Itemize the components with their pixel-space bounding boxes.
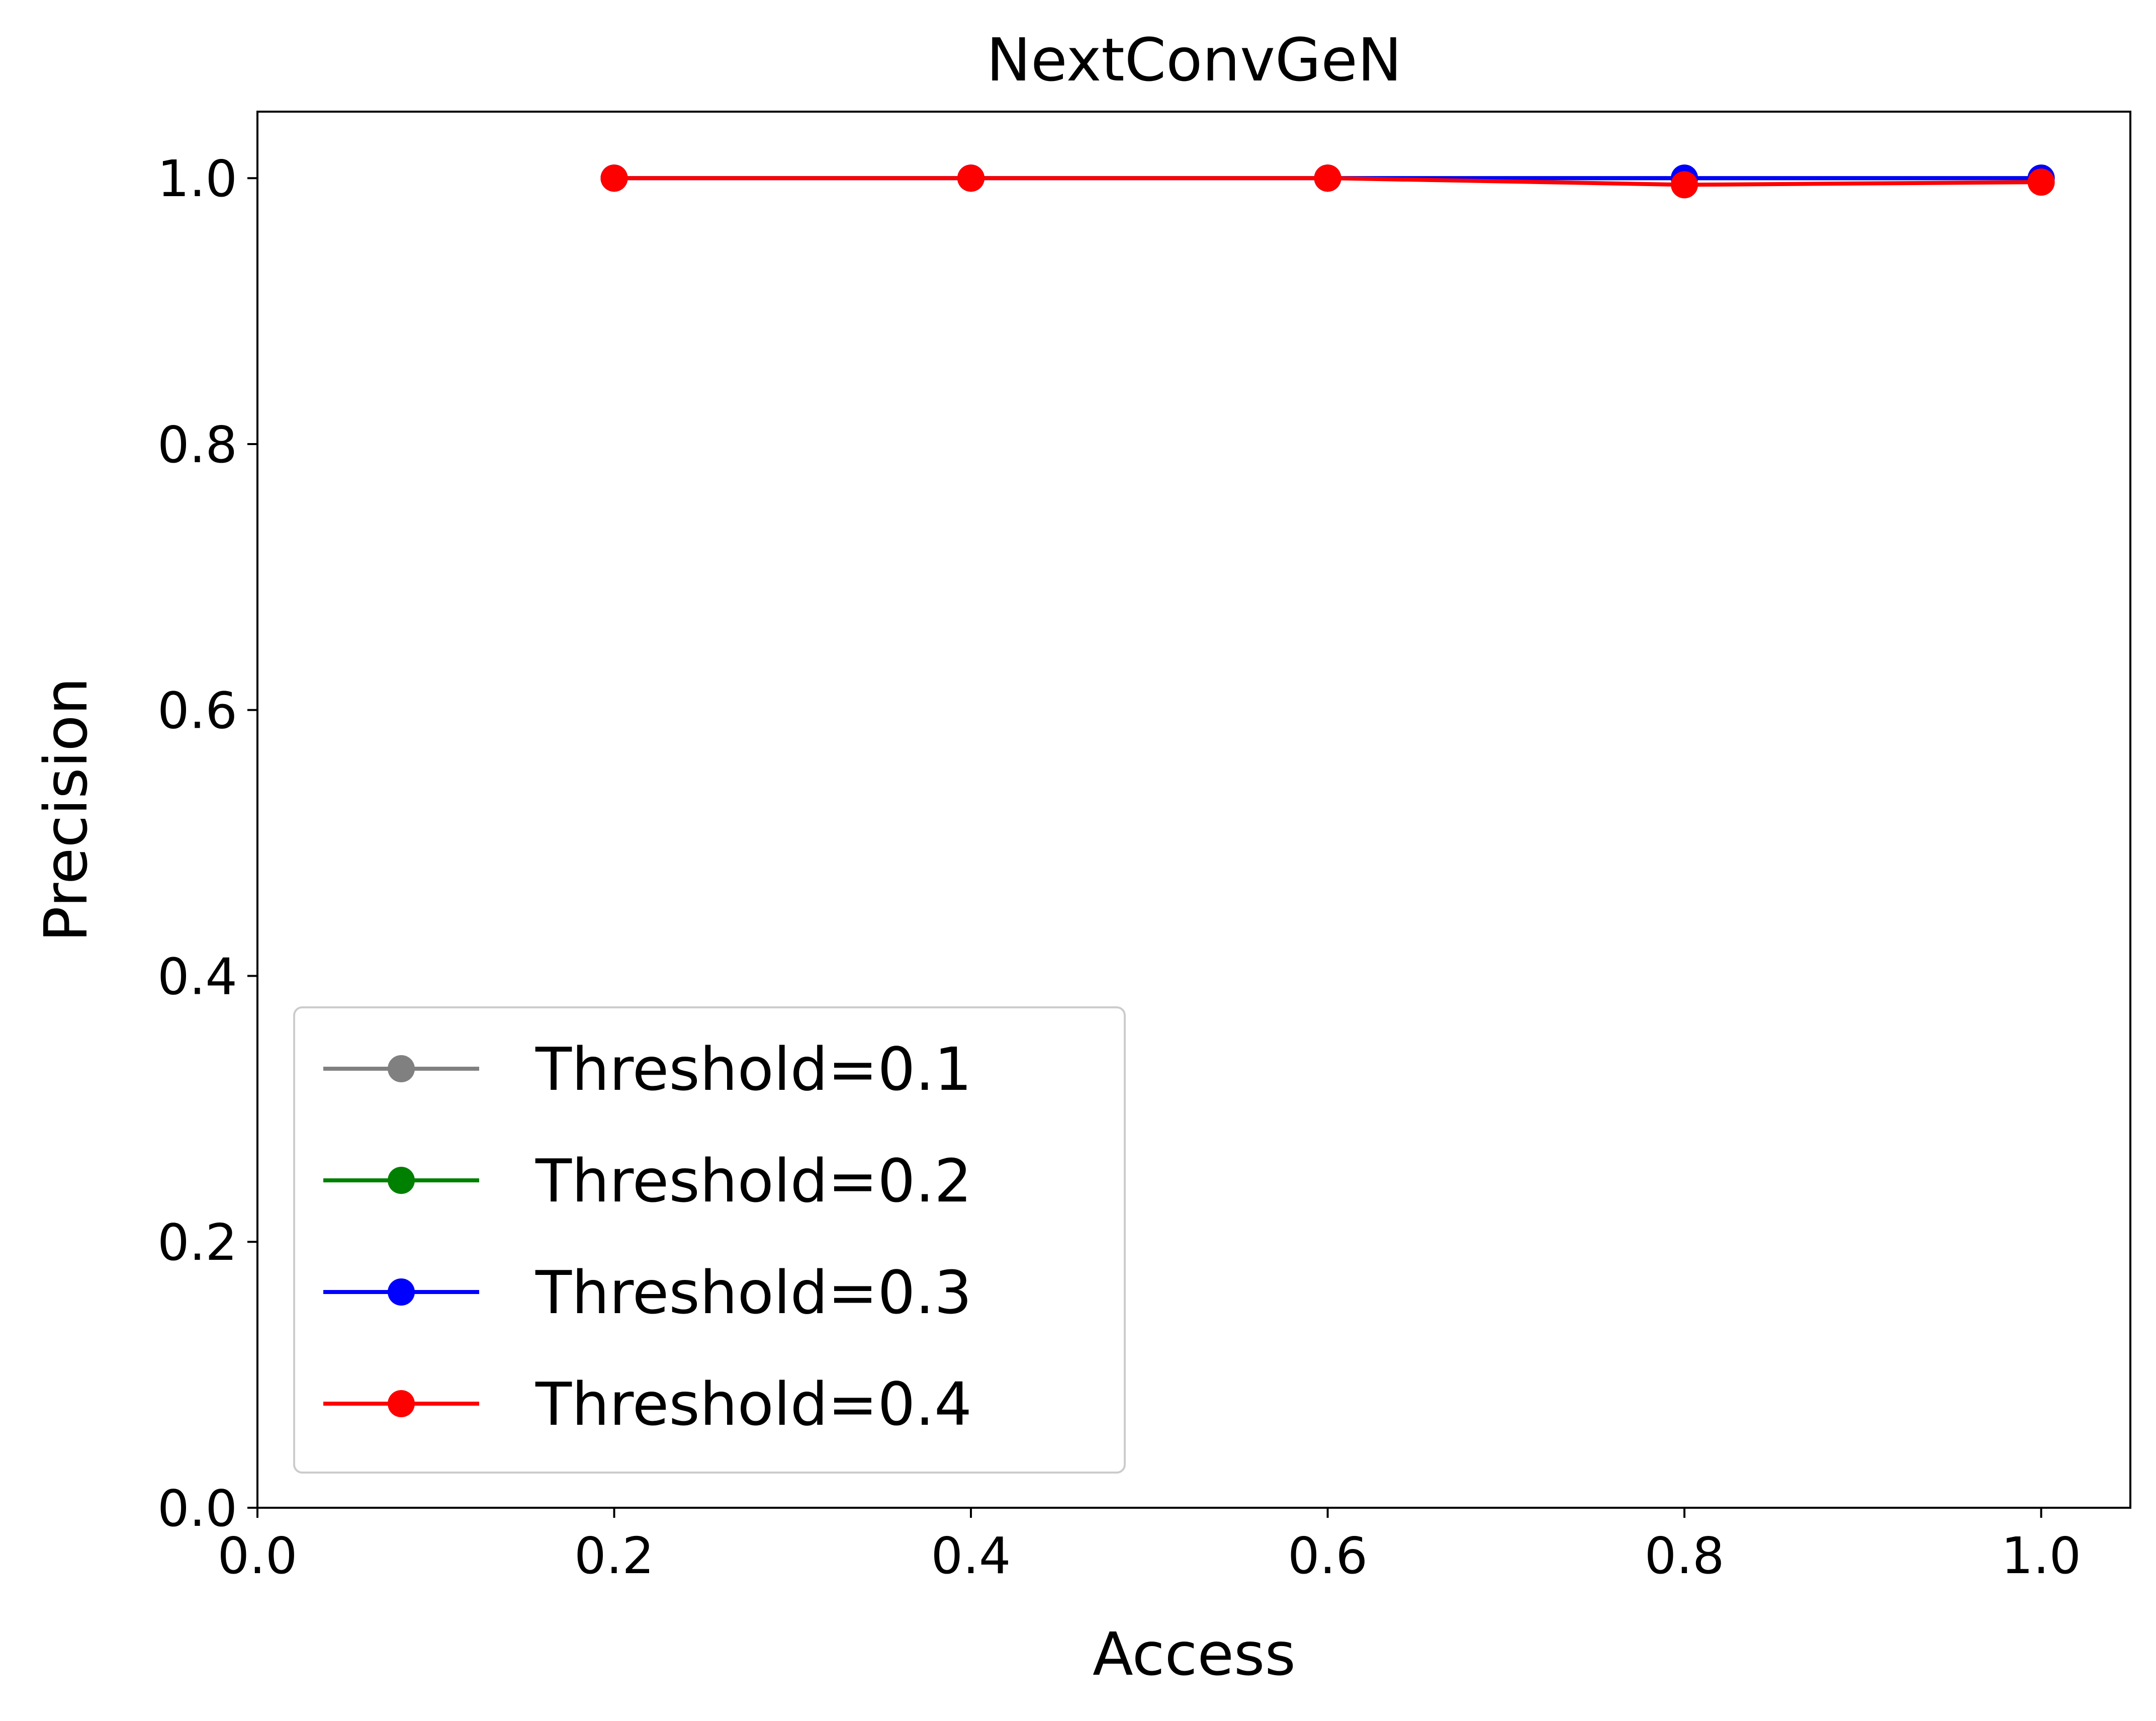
data-point bbox=[600, 164, 628, 192]
x-tick-label: 0.6 bbox=[1288, 1526, 1368, 1585]
data-point bbox=[2027, 168, 2055, 196]
legend-label: Threshold=0.1 bbox=[535, 1035, 972, 1104]
series-group bbox=[600, 164, 2055, 199]
x-axis: 0.0 0.2 0.4 0.6 0.8 1.0 bbox=[217, 1508, 2081, 1585]
x-tick-label: 0.2 bbox=[574, 1526, 654, 1585]
y-tick-label: 0.6 bbox=[157, 681, 237, 740]
legend-marker bbox=[388, 1278, 415, 1306]
data-point bbox=[1314, 164, 1341, 192]
plot-frame bbox=[256, 111, 2131, 1509]
series-4 bbox=[600, 164, 2055, 199]
legend-label: Threshold=0.2 bbox=[535, 1146, 972, 1216]
legend-item: Threshold=0.3 bbox=[323, 1258, 972, 1327]
y-tick-label: 0.0 bbox=[157, 1479, 237, 1538]
legend-item: Threshold=0.2 bbox=[323, 1146, 972, 1216]
legend-box bbox=[293, 1006, 1126, 1474]
legend-marker bbox=[388, 1055, 415, 1082]
y-tick-label: 0.4 bbox=[157, 947, 237, 1006]
legend-item: Threshold=0.4 bbox=[323, 1369, 972, 1439]
x-tick-label: 0.4 bbox=[931, 1526, 1011, 1585]
y-tick-label: 0.8 bbox=[157, 415, 237, 474]
legend-label: Threshold=0.3 bbox=[535, 1258, 972, 1327]
legend: Threshold=0.1 Threshold=0.2 Threshold=0.3 T… bbox=[293, 1006, 1126, 1474]
x-tick-label: 0.0 bbox=[217, 1526, 297, 1585]
data-point bbox=[1671, 171, 1698, 199]
chart-title: NextConvGeN bbox=[986, 25, 1402, 95]
legend-item: Threshold=0.1 bbox=[323, 1035, 972, 1104]
y-axis-title: Precision bbox=[31, 677, 101, 942]
x-axis-title: Access bbox=[1093, 1619, 1296, 1689]
legend-marker bbox=[388, 1390, 415, 1417]
y-tick-label: 0.2 bbox=[157, 1213, 237, 1272]
legend-marker bbox=[388, 1167, 415, 1194]
y-tick-label: 1.0 bbox=[157, 149, 237, 208]
y-axis: 0.0 0.2 0.4 0.6 0.8 1.0 bbox=[157, 149, 257, 1538]
x-tick-label: 0.8 bbox=[1645, 1526, 1725, 1585]
data-point bbox=[957, 164, 985, 192]
legend-label: Threshold=0.4 bbox=[535, 1369, 972, 1439]
x-tick-label: 1.0 bbox=[2001, 1526, 2081, 1585]
